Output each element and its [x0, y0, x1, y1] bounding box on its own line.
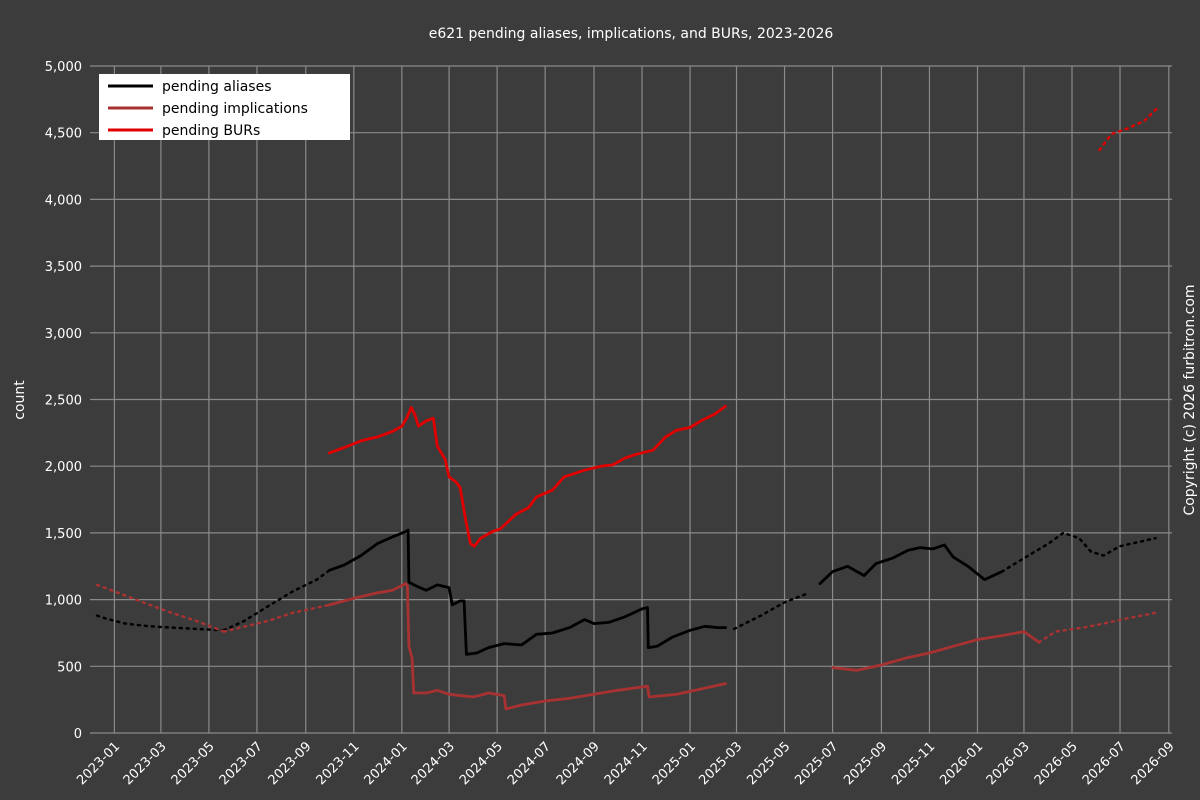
x-tick-label: 2025-03	[696, 739, 745, 788]
x-tick-label: 2024-07	[505, 739, 554, 788]
x-tick-label: 2025-05	[744, 739, 793, 788]
chart-title: e621 pending aliases, implications, and …	[429, 26, 834, 42]
series-line-segment	[1000, 531, 1157, 573]
y-tick-label: 1,500	[45, 527, 82, 542]
series-line-segment	[327, 528, 727, 656]
x-tick-label: 2026-05	[1032, 739, 1081, 788]
x-tick-label: 2025-11	[889, 739, 938, 788]
x-tick-label: 2024-05	[457, 739, 506, 788]
series-line-segment	[1037, 611, 1157, 644]
y-tick-label: 2,500	[45, 394, 82, 409]
x-tick-label: 2024-11	[602, 739, 651, 788]
x-tick-label: 2025-01	[650, 739, 699, 788]
x-tick-label: 2023-01	[74, 739, 123, 788]
y-tick-label: 1,000	[45, 594, 82, 609]
x-tick-label: 2024-01	[362, 739, 411, 788]
x-tick-label: 2026-03	[984, 739, 1033, 788]
y-axis: 0 500 1,000 1,500 2,000 2,500 3,000 3,500 4,000 4…	[45, 60, 82, 742]
x-tick-label: 2023-09	[266, 739, 315, 788]
series-line-segment	[732, 591, 811, 631]
x-tick-label: 2023-07	[217, 739, 266, 788]
legend-entry: pending aliases	[162, 79, 272, 95]
series-line-segment	[831, 630, 1041, 672]
legend: pending aliases pending implications pendi…	[99, 74, 350, 140]
series-pending-BURs	[327, 104, 1161, 548]
x-tick-label: 2025-07	[792, 739, 841, 788]
y-tick-label: 3,500	[45, 260, 82, 275]
series-line-segment	[222, 603, 331, 633]
series-layer	[95, 104, 1161, 711]
series-line-segment	[818, 543, 1004, 585]
x-tick-label: 2024-03	[409, 739, 458, 788]
y-tick-label: 4,500	[45, 127, 82, 142]
x-tick-label: 2026-07	[1080, 739, 1129, 788]
x-tick-label: 2025-09	[841, 739, 890, 788]
grid	[90, 65, 1172, 734]
series-pending-implications	[95, 582, 1157, 711]
x-tick-label: 2024-09	[554, 739, 603, 788]
x-tick-label: 2023-11	[314, 739, 363, 788]
y-tick-label: 500	[57, 660, 82, 675]
x-tick-label: 2026-01	[937, 739, 986, 788]
series-line-segment	[1098, 104, 1161, 152]
y-tick-label: 5,000	[45, 60, 82, 75]
x-tick-label: 2023-05	[169, 739, 218, 788]
series-pending-aliases	[95, 528, 1157, 656]
legend-entry: pending implications	[162, 101, 308, 117]
x-tick-label: 2023-03	[121, 739, 170, 788]
y-tick-label: 0	[74, 727, 82, 742]
y-tick-label: 3,000	[45, 327, 82, 342]
y-axis-label: count	[12, 380, 28, 420]
y-tick-label: 4,000	[45, 193, 82, 208]
copyright-text: Copyright (c) 2026 furbitron.com	[1182, 284, 1198, 515]
series-line-segment	[327, 582, 727, 711]
series-line-segment	[222, 569, 331, 632]
y-tick-label: 2,000	[45, 460, 82, 475]
x-tick-label: 2026-09	[1129, 739, 1178, 788]
series-line-segment	[327, 404, 727, 548]
series-line-segment	[95, 614, 226, 632]
legend-entry: pending BURs	[162, 123, 260, 139]
